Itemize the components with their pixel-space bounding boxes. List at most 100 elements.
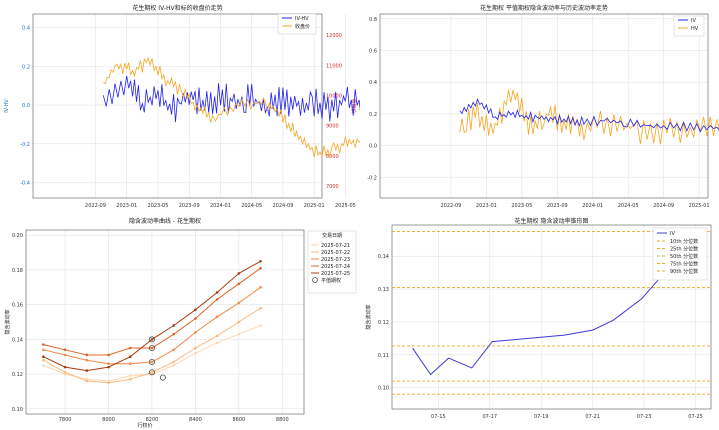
legend-label: IV-HV bbox=[295, 16, 309, 22]
y-right-tick-label: 7000 bbox=[326, 184, 339, 190]
smile-point bbox=[215, 291, 219, 294]
smile-point bbox=[63, 353, 67, 357]
y-tick-label: 0.12 bbox=[12, 372, 23, 378]
x-tick-label: 2024-05 bbox=[618, 203, 639, 209]
y-left-tick-label: 0.2 bbox=[22, 64, 30, 70]
plot-frame bbox=[25, 229, 305, 415]
smile-point bbox=[259, 266, 262, 270]
y-tick-label: 0.20 bbox=[12, 233, 23, 239]
x-tick-label: 2023-09 bbox=[547, 203, 568, 209]
x-tick-label: 07-23 bbox=[637, 414, 652, 420]
smile-point bbox=[85, 379, 89, 383]
smile-point bbox=[172, 348, 175, 352]
series-line-iv bbox=[412, 272, 666, 376]
smile-point bbox=[107, 362, 110, 365]
smile-point bbox=[85, 353, 89, 357]
smile-point bbox=[150, 338, 154, 341]
smile-point bbox=[194, 317, 197, 320]
x-axis-label: 行权价 bbox=[137, 422, 152, 429]
x-tick-label: 2024-09 bbox=[272, 203, 293, 209]
legend-label: 25th 分位数 bbox=[670, 246, 698, 253]
y-left-tick-label: 0.4 bbox=[22, 26, 30, 32]
series-line-iv-hv bbox=[102, 75, 360, 123]
x-tick-label: 2023-05 bbox=[148, 203, 169, 209]
smile-point bbox=[42, 343, 45, 346]
smile-point bbox=[215, 341, 219, 345]
smile-point bbox=[42, 355, 45, 359]
smile-point bbox=[194, 308, 197, 312]
y-tick-label: 0.16 bbox=[12, 303, 23, 309]
legend-label: 收盘价 bbox=[295, 23, 310, 30]
smile-point bbox=[172, 360, 175, 364]
x-tick-label: 07-25 bbox=[688, 414, 703, 420]
smile-point bbox=[150, 371, 154, 374]
plot-frame bbox=[379, 13, 709, 199]
atm-marker bbox=[149, 336, 155, 343]
smile-point bbox=[172, 364, 175, 367]
legend-label: 90th 分位数 bbox=[670, 268, 698, 275]
smile-point bbox=[150, 360, 154, 364]
y-tick-label: 0.18 bbox=[12, 268, 23, 274]
x-tick-label: 2024-01 bbox=[210, 203, 231, 209]
legend-box bbox=[277, 13, 317, 35]
smile-point bbox=[107, 365, 110, 369]
legend-label: 2025-07-25 bbox=[321, 271, 350, 277]
smile-point bbox=[237, 301, 241, 305]
series-line-close-price bbox=[103, 56, 360, 158]
iv-cone-chart: 花生期权 隐含波动率锥形图 07-15 07-17 07-19 07-21 07-23 07… bbox=[365, 217, 712, 420]
y-left-label: IV-HV bbox=[4, 99, 10, 113]
smile-point bbox=[172, 324, 175, 327]
y-tick-label: 0.2 bbox=[369, 112, 377, 118]
smile-point bbox=[237, 272, 241, 275]
smile-point bbox=[128, 377, 132, 381]
smile-point bbox=[128, 346, 132, 350]
smile-point bbox=[259, 285, 262, 289]
x-tick-label: 2023-09 bbox=[179, 203, 200, 209]
smile-point bbox=[237, 332, 241, 336]
smile-point bbox=[42, 358, 45, 362]
legend-box bbox=[307, 230, 357, 294]
legend-label: 50th 分位数 bbox=[670, 253, 698, 260]
iv-hv-price-chart: 花生期权 IV-HV和标的收盘价走势 2022-09 2023-01 2023-05 2… bbox=[4, 4, 360, 209]
x-tick-label: 8800 bbox=[276, 417, 289, 423]
atm-marker bbox=[149, 369, 155, 376]
legend-label: 10th 分位数 bbox=[670, 238, 698, 245]
smile-point bbox=[107, 381, 110, 385]
smile-point bbox=[237, 320, 241, 324]
plot-frame bbox=[391, 224, 712, 410]
iv-hv-trend-chart: 花生期权 平值期权隐含波动率与历史波动率走势 2022-09 2023-01 2023… bbox=[367, 4, 719, 209]
smile-point bbox=[128, 362, 132, 365]
legend-label: IV bbox=[691, 18, 696, 24]
y-right-tick-label: 10000 bbox=[326, 93, 342, 99]
smile-point bbox=[259, 306, 262, 310]
smile-point bbox=[85, 369, 89, 372]
smile-point bbox=[215, 315, 219, 319]
smile-point bbox=[63, 348, 67, 352]
x-tick-label: 07-19 bbox=[534, 414, 549, 420]
y-tick-label: 0.0 bbox=[369, 144, 377, 150]
y-tick-label: 0.12 bbox=[378, 320, 389, 326]
x-tick-label: 2022-09 bbox=[440, 203, 461, 209]
atm-marker bbox=[159, 374, 166, 381]
y-right-tick-label: 9000 bbox=[326, 124, 339, 130]
smile-point bbox=[215, 334, 219, 338]
y-tick-label: 0.10 bbox=[378, 386, 389, 392]
smile-point bbox=[194, 346, 197, 350]
x-tick-label: 8400 bbox=[189, 417, 202, 423]
x-tick-label: 2024-05 bbox=[241, 203, 262, 209]
legend-title: 交易日期 bbox=[322, 232, 342, 239]
smile-point bbox=[237, 282, 241, 286]
smile-point bbox=[63, 365, 67, 369]
y-tick-label: 0.14 bbox=[12, 337, 23, 343]
y-axis-label: 隐含波动率 bbox=[365, 304, 372, 329]
smile-point bbox=[63, 371, 67, 374]
x-tick-label: 07-15 bbox=[431, 414, 446, 420]
x-tick-label: 2023-01 bbox=[476, 203, 497, 209]
smile-point bbox=[259, 324, 262, 327]
smile-point bbox=[150, 346, 154, 350]
smile-point bbox=[194, 351, 197, 355]
y-tick-label: -0.2 bbox=[367, 175, 377, 181]
smile-point bbox=[42, 364, 45, 367]
chart-title: 花生期权 隐含波动率锥形图 bbox=[515, 217, 589, 225]
